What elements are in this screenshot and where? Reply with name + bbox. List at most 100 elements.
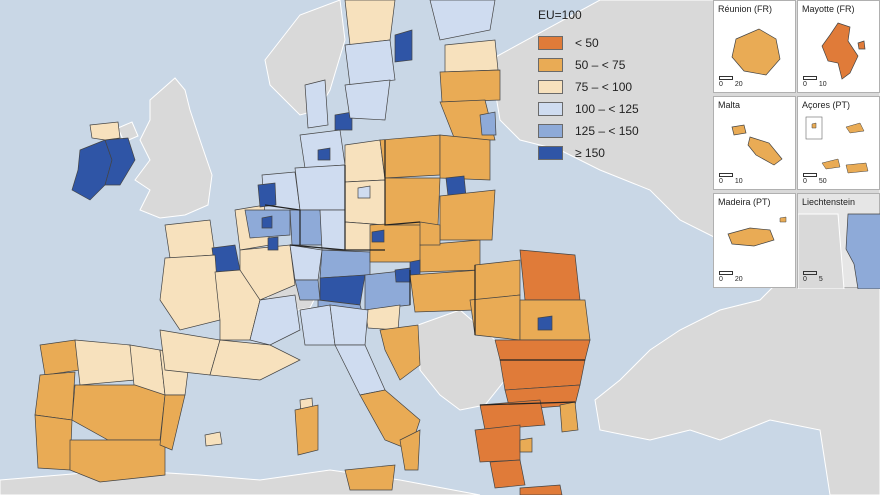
region-azores-sao-miguel (845, 162, 869, 174)
region-nrw (289, 209, 326, 246)
inset-title: Madeira (PT) (718, 197, 771, 207)
region-north-west-romania (474, 259, 521, 301)
legend-label: 100 – < 125 (575, 102, 639, 116)
region-south-romania (519, 299, 591, 341)
legend-swatch (538, 58, 563, 72)
azores-box-west (805, 116, 823, 140)
region-gozo (731, 124, 747, 136)
denmark (304, 79, 353, 131)
region-south-east-romania (494, 339, 591, 361)
region-baleares (204, 431, 223, 447)
region-south-poland (419, 221, 441, 246)
legend-label: 50 – < 75 (575, 58, 626, 72)
inset-map (805, 116, 869, 174)
italy (294, 304, 421, 491)
region-estonia (444, 39, 499, 73)
region-north-east-poland (439, 134, 491, 181)
region-brittany (164, 219, 216, 259)
greece (474, 399, 579, 495)
region-porto-santo (779, 216, 787, 223)
inset-mayotte: Mayotte (FR) 0 10 (797, 0, 880, 93)
inset-title: Réunion (FR) (718, 4, 773, 14)
region-west-romania (469, 294, 521, 341)
region-aegean-islands (559, 401, 579, 433)
region-brussels (261, 215, 273, 229)
region-rhone-alpes (249, 294, 301, 346)
region-hungary (409, 269, 481, 313)
legend-label: 125 – < 150 (575, 124, 639, 138)
region-hamburg (317, 147, 331, 161)
region-mayotte (821, 22, 859, 80)
region-north-west-italy (299, 304, 336, 346)
region-liechtenstein (845, 213, 880, 289)
region-ireland-north (89, 121, 121, 141)
country-borders (264, 140, 585, 406)
region-valencia (159, 394, 186, 451)
legend-swatch (538, 80, 563, 94)
inset-map (727, 216, 787, 247)
region-attica (519, 437, 533, 453)
region-hesse (319, 209, 346, 251)
region-west-france (159, 254, 221, 331)
region-south-france (209, 339, 301, 381)
legend: EU=100 < 50 50 – < 75 75 – < 100 100 – <… (538, 8, 708, 164)
region-reunion (731, 28, 781, 76)
region-azores-flores (811, 122, 817, 129)
region-andalucia (69, 439, 166, 483)
legend-row: ≥ 150 (538, 142, 708, 164)
region-azores-pico (821, 158, 841, 170)
region-sweden-south (344, 79, 391, 121)
legend-label: 75 – < 100 (575, 80, 633, 94)
region-galicia (39, 339, 81, 376)
region-bucharest (537, 315, 553, 331)
inset-title: Mayotte (FR) (802, 4, 855, 14)
ireland (71, 121, 136, 201)
region-central-greece (474, 424, 521, 463)
iberia (34, 339, 223, 483)
region-finland (429, 0, 496, 41)
region-latvia (439, 69, 501, 103)
region-pomerania (379, 134, 441, 179)
great-britain (134, 77, 213, 219)
scalebar: 0 10 (719, 173, 743, 185)
region-randstad (257, 182, 277, 208)
france (159, 204, 315, 433)
legend-swatch (538, 124, 563, 138)
inset-title: Malta (718, 100, 741, 110)
region-portugal-north (34, 371, 76, 421)
region-north-east-italy (329, 304, 369, 346)
benelux (244, 171, 301, 251)
region-bratislava (409, 259, 421, 276)
region-sweden-north (344, 0, 396, 46)
region-mayotte-petite-terre (857, 40, 866, 50)
region-stockholm (394, 29, 413, 63)
inset-title: Liechtenstein (802, 197, 856, 207)
romania-bulgaria (469, 249, 591, 411)
scalebar: 0 50 (803, 173, 827, 185)
region-jutland (304, 79, 329, 129)
region-vienna (394, 267, 411, 283)
region-prague (371, 229, 385, 243)
scalebar: 0 10 (803, 76, 827, 88)
region-madeira (727, 227, 775, 247)
inset-madeira: Madeira (PT) 0 20 (713, 193, 796, 288)
inset-malta: Malta 0 10 (713, 96, 796, 190)
region-calabria (399, 429, 421, 471)
region-vilnius (479, 111, 497, 136)
inset-map (731, 28, 781, 76)
region-berlin (357, 185, 371, 199)
region-munich (319, 274, 366, 306)
legend-row: 50 – < 75 (538, 54, 708, 76)
legend-swatch (538, 36, 563, 50)
region-north-spain (74, 339, 136, 386)
region-croatia (379, 324, 421, 381)
legend-title: EU=100 (538, 8, 582, 22)
region-macedonia-greece (479, 399, 546, 431)
legend-row: 125 – < 150 (538, 120, 708, 142)
nordics (344, 0, 501, 141)
region-luxembourg (267, 236, 279, 251)
region-east-poland (439, 189, 496, 241)
region-peloponnese (489, 459, 526, 489)
central-europe (364, 221, 481, 381)
